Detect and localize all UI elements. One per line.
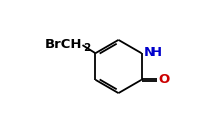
Text: N: N	[143, 46, 155, 59]
Text: H: H	[151, 46, 162, 59]
Text: O: O	[158, 73, 170, 86]
Text: BrCH: BrCH	[44, 38, 82, 51]
Text: 2: 2	[83, 43, 90, 53]
